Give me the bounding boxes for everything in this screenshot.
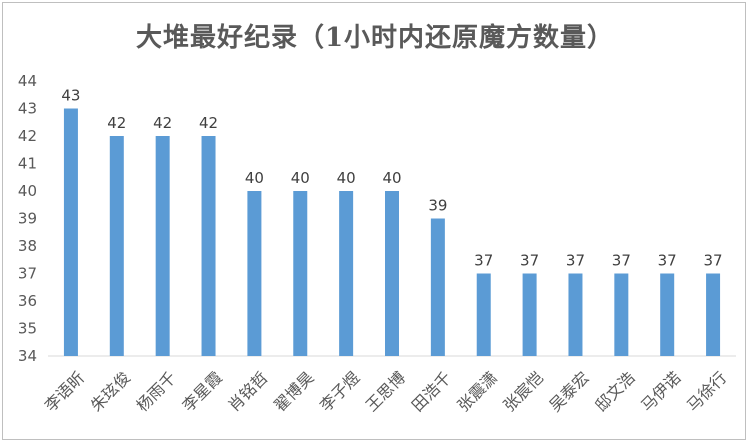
data-label: 37 — [474, 252, 493, 270]
bar — [155, 136, 170, 356]
data-label: 40 — [382, 169, 401, 187]
bar — [293, 191, 308, 356]
chart-frame: 大堆最好纪录（1小时内还原魔方数量） 34 35 36 37 38 39 40 41 42 43 4… — [2, 2, 746, 440]
x-tick-label: 杨雨千 — [133, 368, 180, 415]
bar — [247, 191, 262, 356]
x-tick-label: 张宸恺 — [500, 368, 547, 415]
data-label: 37 — [566, 252, 585, 270]
bar-chart: 34 35 36 37 38 39 40 41 42 43 44 43 李语昕 42 朱玹俊 42 杨雨千 42 李… — [18, 72, 736, 415]
data-label: 37 — [520, 252, 539, 270]
x-tick-label: 李语昕 — [41, 368, 88, 415]
x-tick-label: 王思博 — [362, 368, 409, 415]
bar — [430, 218, 445, 356]
bar — [706, 273, 721, 356]
data-label: 37 — [612, 252, 631, 270]
bar — [660, 273, 675, 356]
bar — [568, 273, 583, 356]
x-tick-label: 朱玹俊 — [87, 368, 134, 415]
y-tick-label: 40 — [18, 182, 37, 200]
bar — [614, 273, 629, 356]
y-tick-label: 44 — [18, 72, 37, 90]
x-tick-label: 李星霞 — [178, 368, 225, 415]
x-tick-label: 邸文浩 — [591, 368, 638, 415]
bar — [201, 136, 216, 356]
x-tick-label: 马伊诺 — [637, 368, 684, 415]
x-tick-label: 张震潇 — [454, 368, 501, 415]
y-tick-label: 39 — [18, 210, 37, 228]
data-label: 39 — [428, 197, 447, 215]
y-tick-label: 43 — [18, 100, 37, 118]
data-label: 42 — [153, 114, 172, 132]
y-tick-label: 35 — [18, 320, 37, 338]
x-tick-label: 吴泰宏 — [545, 368, 592, 415]
chart-title: 大堆最好纪录（1小时内还原魔方数量） — [135, 23, 615, 53]
data-label: 43 — [61, 87, 80, 105]
x-tick-label: 田浩千 — [408, 368, 455, 415]
data-label: 42 — [107, 114, 126, 132]
x-tick-label: 翟博昊 — [270, 368, 317, 415]
x-tick-label: 肖铭哲 — [224, 368, 271, 415]
bar — [109, 136, 124, 356]
x-tick-label: 李子煜 — [316, 368, 363, 415]
data-label: 40 — [245, 169, 264, 187]
data-label: 37 — [658, 252, 677, 270]
data-label: 37 — [704, 252, 723, 270]
y-tick-label: 38 — [18, 237, 37, 255]
bar — [63, 108, 78, 356]
y-tick-label: 42 — [18, 127, 37, 145]
y-tick-label: 34 — [18, 347, 37, 365]
y-tick-label: 41 — [18, 155, 37, 173]
x-tick-label: 马徐行 — [683, 368, 730, 415]
bar — [476, 273, 491, 356]
bar — [522, 273, 537, 356]
y-tick-label: 36 — [18, 292, 37, 310]
data-label: 40 — [337, 169, 356, 187]
y-tick-label: 37 — [18, 265, 37, 283]
bar — [385, 191, 399, 356]
bar — [339, 191, 354, 356]
data-label: 42 — [199, 114, 218, 132]
data-label: 40 — [291, 169, 310, 187]
